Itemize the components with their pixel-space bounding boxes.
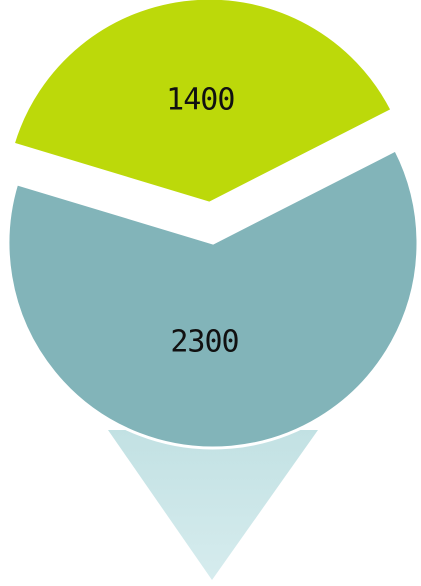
pin-pointer-triangle [108,430,318,580]
slice-label-2300: 2300 [170,325,238,360]
slice-label-1400: 1400 [166,83,234,118]
pie-labels: 1400 2300 [166,83,239,360]
pin-pointer [108,430,318,580]
pie-slice-1400 [11,0,395,205]
pie-slice-2300 [6,147,420,450]
pie-slices [6,0,420,450]
